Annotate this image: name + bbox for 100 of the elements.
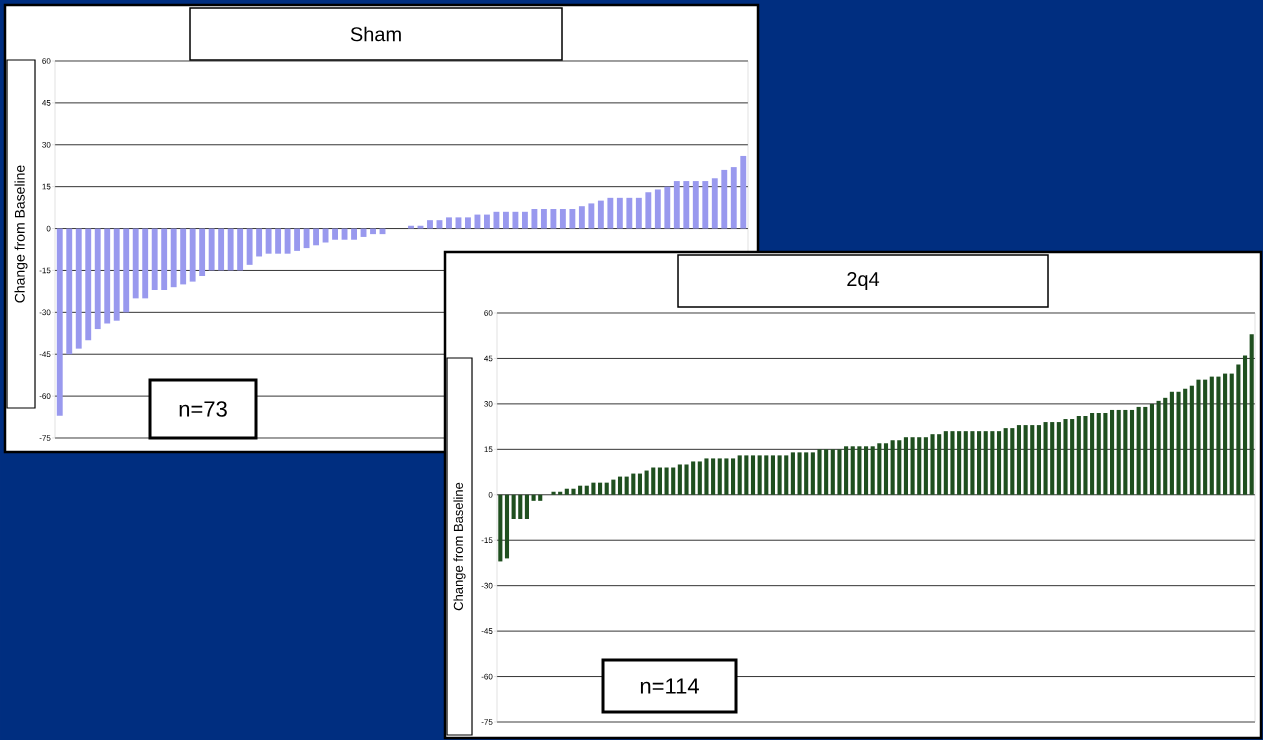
bar — [521, 211, 528, 229]
bar — [1070, 419, 1075, 495]
bar — [237, 228, 244, 271]
bar — [1076, 416, 1081, 495]
bar — [957, 431, 962, 495]
bar — [1183, 388, 1188, 495]
chart-title: 2q4 — [847, 271, 880, 291]
bar — [1043, 422, 1048, 495]
bar — [484, 214, 490, 229]
bar — [917, 437, 922, 495]
bar — [569, 209, 576, 229]
bar — [923, 437, 928, 495]
bar — [558, 491, 563, 495]
bar — [1176, 391, 1181, 495]
bar — [370, 228, 376, 235]
bar — [584, 485, 589, 495]
bar — [1242, 355, 1248, 495]
bar — [977, 431, 982, 495]
bar — [502, 211, 509, 229]
bar — [664, 186, 671, 229]
y-tick-label: -30 — [481, 582, 493, 589]
bar — [870, 446, 875, 495]
bar — [824, 449, 829, 495]
y-tick-label: -15 — [39, 267, 51, 274]
bar — [518, 494, 523, 520]
bar — [1136, 406, 1141, 495]
bar — [810, 452, 815, 495]
bar — [351, 228, 357, 240]
bar — [857, 446, 862, 495]
bar — [1216, 376, 1221, 495]
bar — [1229, 373, 1234, 495]
bar — [123, 228, 130, 313]
bar — [673, 181, 680, 229]
bar — [199, 228, 206, 277]
bar — [804, 452, 809, 495]
bar — [757, 455, 762, 495]
bar — [408, 225, 414, 229]
bar — [631, 473, 636, 495]
bar — [683, 181, 690, 229]
bar — [717, 458, 722, 495]
bar — [750, 455, 756, 495]
bar — [664, 467, 669, 495]
bar — [671, 467, 676, 495]
bar — [1096, 412, 1101, 495]
bar — [604, 482, 609, 495]
bar — [538, 494, 543, 501]
bar — [897, 440, 902, 495]
bar — [1103, 412, 1108, 495]
bar — [597, 200, 604, 229]
bar — [208, 228, 215, 271]
bar — [611, 479, 616, 495]
bar — [637, 473, 643, 495]
bar — [540, 209, 547, 229]
y-tick-label: -75 — [481, 719, 493, 725]
bar — [1149, 403, 1155, 495]
bar — [624, 476, 629, 495]
bar — [1023, 425, 1028, 495]
y-axis-title: Change from Baseline — [14, 165, 28, 303]
y-tick-label: -60 — [481, 673, 493, 680]
y-tick-label: 0 — [46, 225, 51, 232]
annotation: n=114 — [640, 678, 699, 694]
bar — [817, 449, 822, 495]
bar — [644, 470, 649, 495]
bar — [161, 228, 168, 290]
bar — [75, 228, 82, 349]
bar — [1036, 425, 1041, 495]
bar — [737, 455, 742, 495]
bar — [1223, 373, 1228, 495]
bar — [711, 458, 716, 495]
y-tick-label: 15 — [484, 446, 493, 453]
bar — [903, 437, 908, 495]
bar — [1203, 379, 1208, 495]
bar — [883, 443, 889, 495]
bar — [863, 446, 869, 495]
bar — [890, 440, 895, 495]
bar — [963, 431, 968, 495]
bar — [790, 452, 795, 495]
bar — [588, 203, 595, 229]
bar — [721, 169, 728, 229]
bar — [1156, 400, 1161, 495]
bar — [189, 228, 196, 282]
bar — [1056, 422, 1061, 495]
bar — [1163, 397, 1168, 495]
bar — [1063, 419, 1068, 495]
bar — [1016, 425, 1022, 495]
bar — [645, 192, 652, 229]
bar — [85, 228, 92, 341]
bar — [844, 446, 849, 495]
bar — [1110, 409, 1115, 495]
bar — [1129, 409, 1135, 495]
bar — [651, 467, 656, 495]
bar — [697, 461, 702, 495]
bar — [1209, 376, 1214, 495]
bar — [559, 209, 566, 229]
bar — [417, 225, 424, 229]
bar — [607, 197, 614, 229]
bar — [571, 488, 576, 495]
bar — [943, 431, 948, 495]
bar — [256, 228, 263, 257]
bar — [730, 167, 737, 229]
